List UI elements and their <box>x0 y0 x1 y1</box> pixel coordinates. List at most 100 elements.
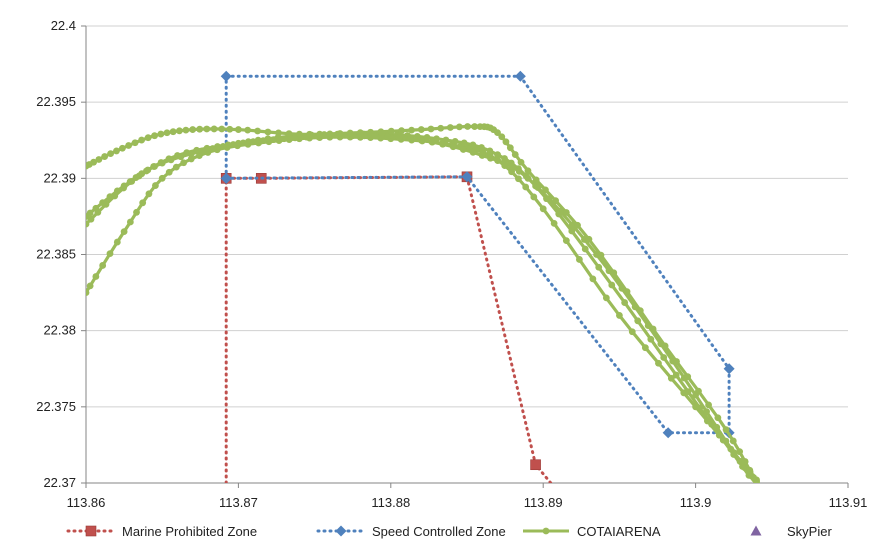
track-point <box>746 466 754 474</box>
track-point <box>198 147 206 155</box>
track-point <box>753 479 760 483</box>
track-point <box>254 127 261 135</box>
track-point <box>187 150 195 158</box>
track-point <box>92 204 100 212</box>
track-point <box>515 175 522 183</box>
series-cotaiarena <box>86 123 760 483</box>
track-point <box>460 139 468 147</box>
track-point <box>264 128 272 136</box>
track-point <box>113 238 121 246</box>
track-point <box>439 140 447 148</box>
legend-label: SkyPier <box>787 524 832 539</box>
track-point <box>610 269 618 277</box>
track-point <box>597 251 605 259</box>
track-point <box>408 126 415 134</box>
plot-area <box>86 70 760 483</box>
track-point <box>703 408 710 416</box>
track-point <box>158 159 166 167</box>
track-point <box>90 158 98 166</box>
track-point <box>506 144 514 152</box>
track-point <box>158 174 166 182</box>
series-speed-controlled-zone <box>220 70 735 439</box>
track-point <box>86 220 90 228</box>
track-point <box>524 174 532 182</box>
track-point <box>568 227 576 235</box>
track-point <box>647 335 655 343</box>
legend-label: Marine Prohibited Zone <box>122 524 257 539</box>
track-point <box>532 176 540 184</box>
track-point <box>387 127 395 135</box>
track-point <box>621 299 629 306</box>
track-point <box>177 153 185 161</box>
track-line <box>86 134 759 483</box>
track-point <box>86 282 94 290</box>
data-point <box>514 70 526 82</box>
track-point <box>187 155 195 163</box>
track-point <box>384 133 391 141</box>
track-point <box>249 138 257 146</box>
track-point <box>226 125 234 133</box>
x-tick-label: 113.91 <box>829 495 868 510</box>
track-point <box>478 144 485 151</box>
track-point <box>285 130 293 138</box>
track-point <box>730 449 738 456</box>
track-point <box>280 135 288 143</box>
track-point <box>515 167 523 175</box>
track-point <box>203 125 211 133</box>
track-point <box>270 136 277 144</box>
track-point <box>550 219 558 227</box>
track-point <box>229 141 237 148</box>
track-point <box>189 126 197 133</box>
data-point <box>461 171 473 183</box>
track-point <box>628 328 636 336</box>
track-point <box>106 193 114 201</box>
x-tick-label: 113.86 <box>67 495 106 510</box>
track-point <box>562 209 570 216</box>
track-point <box>210 125 218 133</box>
track-point <box>427 125 435 133</box>
track-point <box>295 130 303 138</box>
track-point <box>729 437 737 445</box>
track-point <box>219 142 227 150</box>
track-point <box>151 132 158 140</box>
legend: Marine Prohibited Zone Speed Controlled Z… <box>66 524 832 539</box>
track-point <box>636 307 644 315</box>
track-point <box>449 143 457 151</box>
track-point <box>486 147 494 155</box>
track-point <box>722 426 730 434</box>
track-point <box>132 174 140 181</box>
track-point <box>661 342 669 350</box>
track-point <box>99 262 107 269</box>
track-point <box>423 134 431 141</box>
track-point <box>133 208 140 216</box>
y-tick-label: 22.39 <box>43 170 76 185</box>
track-point <box>239 139 247 147</box>
track-point <box>464 123 471 130</box>
x-tick-label: 113.88 <box>371 495 410 510</box>
track-point <box>750 474 757 481</box>
track-point <box>120 182 128 190</box>
track-point <box>120 228 128 236</box>
track-point <box>655 359 662 367</box>
track-point <box>524 167 532 175</box>
track-point <box>634 317 642 325</box>
track-point <box>326 130 334 138</box>
track-point <box>196 125 204 133</box>
track-point <box>713 423 721 431</box>
track-point <box>165 168 173 176</box>
track-point <box>589 275 597 283</box>
track-line <box>86 124 759 483</box>
legend-marker <box>85 525 97 537</box>
y-tick-label: 22.38 <box>43 323 76 338</box>
track-point <box>180 159 188 167</box>
track-point <box>275 129 282 137</box>
track-point <box>107 150 115 158</box>
track-point <box>163 129 171 137</box>
track-point <box>437 124 445 132</box>
track-point <box>126 218 134 226</box>
track-point <box>667 374 675 382</box>
track-point <box>562 237 570 245</box>
track-point <box>478 152 486 159</box>
track-point <box>517 158 525 166</box>
